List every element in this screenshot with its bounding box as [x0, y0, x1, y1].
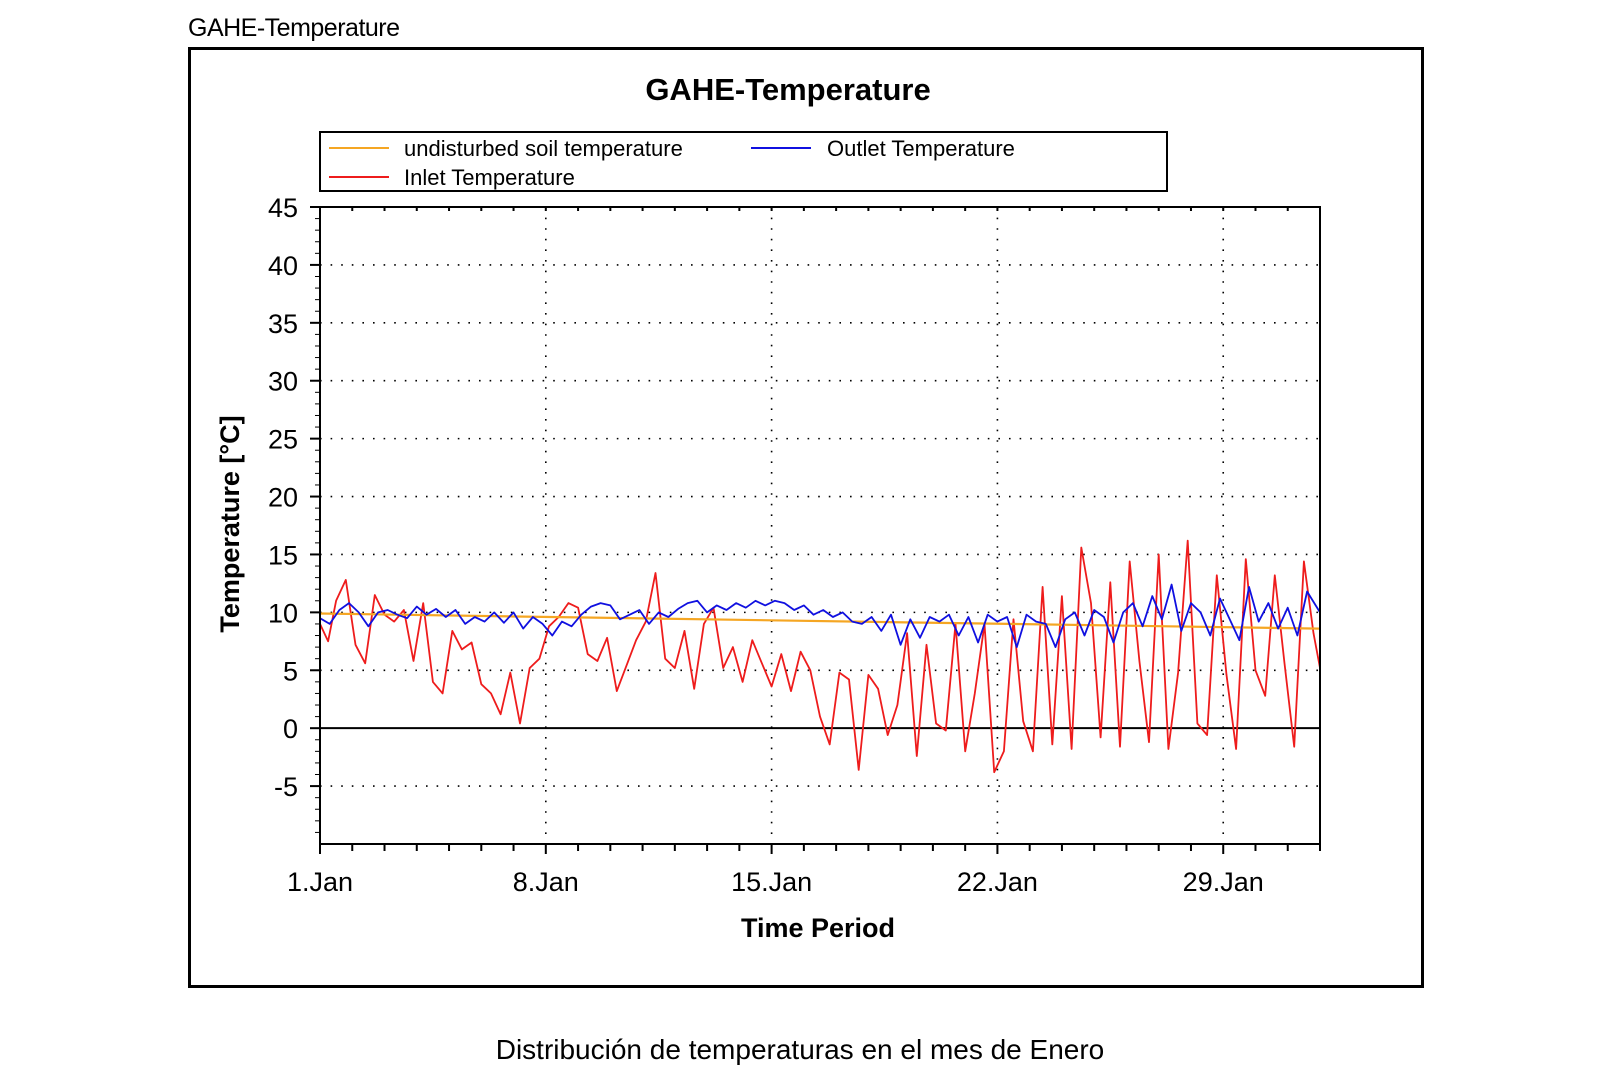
y-tick-label: 25: [268, 425, 298, 455]
y-tick-label: -5: [274, 772, 298, 802]
legend-box: [319, 131, 1168, 192]
y-tick-label: 0: [283, 714, 298, 744]
y-tick-labels: 45 40 35 30 25 20 15 10 5 0 -5: [268, 193, 298, 802]
x-tick-label: 8.Jan: [513, 867, 579, 897]
chart-title: GAHE-Temperature: [645, 72, 930, 107]
y-tick-label: 40: [268, 251, 298, 281]
plot-area-border: [319, 206, 1321, 845]
y-axis-title: Temperature [°C]: [215, 415, 245, 632]
y-tick-label: 20: [268, 483, 298, 513]
x-tick-label: 22.Jan: [957, 867, 1038, 897]
series-line-outlet: [319, 583, 1321, 648]
x-axis-title: Time Period: [741, 913, 895, 943]
y-tick-label: 5: [283, 656, 298, 686]
x-tick-label: 15.Jan: [731, 867, 812, 897]
series-lines: [319, 539, 1321, 774]
chart: GAHE-Temperature undisturbed soil temper…: [215, 72, 1321, 943]
legend: undisturbed soil temperature Outlet Temp…: [319, 131, 1168, 192]
y-tick-label: 35: [268, 309, 298, 339]
y-tick-label: 45: [268, 193, 298, 223]
x-tick-labels: 1.Jan 8.Jan 15.Jan 22.Jan 29.Jan: [287, 867, 1264, 897]
y-tick-label: 10: [268, 598, 298, 628]
x-tick-label: 1.Jan: [287, 867, 353, 897]
chart-frame: GAHE-Temperature undisturbed soil temper…: [188, 47, 1424, 988]
axis-ticks: [310, 206, 1321, 854]
legend-label-outlet: Outlet Temperature: [827, 136, 1015, 161]
y-tick-label: 30: [268, 367, 298, 397]
series-line-inlet: [319, 539, 1321, 774]
legend-label-soil: undisturbed soil temperature: [404, 136, 683, 161]
x-tick-label: 29.Jan: [1183, 867, 1264, 897]
grid: [320, 206, 1320, 844]
legend-label-inlet: Inlet Temperature: [404, 165, 575, 190]
window-title: GAHE-Temperature: [188, 14, 400, 42]
series-line-soil: [319, 612, 1321, 630]
y-tick-label: 15: [268, 540, 298, 570]
figure-caption: Distribución de temperaturas en el mes d…: [495, 1034, 1105, 1065]
